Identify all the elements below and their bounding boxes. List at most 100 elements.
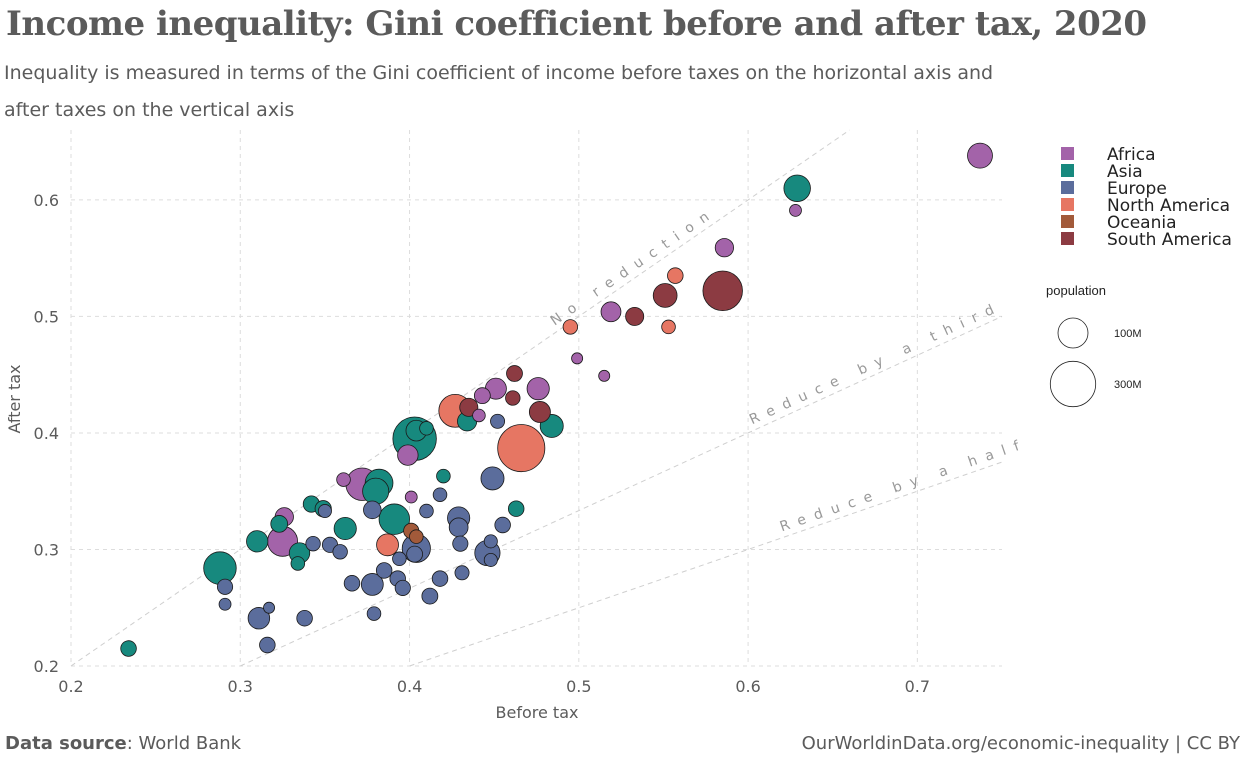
data-source: Data source: World Bank — [5, 733, 241, 754]
data-point — [406, 545, 424, 563]
data-point — [404, 490, 418, 504]
x-axis-label: Before tax — [496, 703, 579, 722]
legend-label: Europe — [1107, 179, 1167, 199]
grid-lines — [70, 130, 1002, 667]
data-point — [571, 352, 584, 365]
data-point — [419, 503, 434, 519]
data-source-label: Data source — [5, 733, 127, 754]
data-point — [263, 601, 275, 614]
data-point — [667, 267, 684, 284]
data-point — [397, 444, 419, 466]
legend-swatch — [1061, 232, 1074, 245]
data-point — [432, 487, 448, 502]
data-point — [247, 607, 271, 630]
y-tick-label: 0.3 — [34, 540, 59, 559]
data-point — [296, 610, 313, 627]
legend-label: Oceania — [1107, 213, 1177, 233]
data-point — [431, 570, 449, 587]
data-point — [305, 535, 321, 552]
data-point — [360, 573, 384, 596]
data-point — [528, 401, 551, 423]
y-tick-label: 0.6 — [34, 191, 59, 210]
data-point — [967, 142, 993, 169]
data-point — [526, 377, 550, 401]
data-point — [376, 533, 399, 557]
data-point — [562, 319, 579, 335]
data-point — [600, 301, 622, 323]
size-legend-circle — [1049, 360, 1097, 408]
data-point — [702, 270, 743, 311]
source-url[interactable]: OurWorldinData.org/economic-inequality |… — [801, 733, 1240, 754]
chart-title: Income inequality: Gini coefficient befo… — [6, 4, 1147, 44]
x-tick-label: 0.5 — [566, 677, 591, 696]
data-point — [661, 319, 676, 335]
data-point — [421, 587, 439, 605]
x-tick-label: 0.2 — [58, 677, 83, 696]
reference-line-label: Reduce by a third — [747, 298, 1005, 428]
legend-swatch — [1061, 164, 1074, 177]
axis-ticks: 0.2 0.3 0.4 0.5 0.6 0.7 0.2 0.3 0.4 0.5 0.6 — [34, 191, 931, 696]
size-legend-circle — [1057, 317, 1089, 349]
data-point — [246, 530, 269, 553]
data-point — [333, 516, 357, 541]
data-point — [448, 517, 469, 538]
data-point — [366, 606, 382, 621]
data-point — [598, 369, 611, 382]
size-legend-label: 100M — [1114, 328, 1142, 340]
data-point — [483, 534, 498, 549]
data-point — [494, 516, 511, 534]
data-point — [216, 578, 234, 595]
data-point — [452, 535, 469, 552]
data-point — [363, 500, 382, 520]
y-axis-label: After tax — [5, 364, 24, 433]
data-point — [375, 562, 393, 579]
data-point — [714, 238, 734, 258]
data-point — [343, 575, 361, 592]
data-point — [409, 529, 424, 544]
data-point — [203, 551, 237, 585]
legend-swatch — [1061, 198, 1074, 211]
data-point — [378, 503, 410, 535]
data-point — [218, 597, 232, 611]
legend-swatch — [1061, 181, 1074, 194]
data-point — [336, 472, 351, 487]
x-tick-label: 0.6 — [735, 677, 760, 696]
size-legend: population 100M 300M — [1046, 283, 1142, 408]
data-point — [472, 408, 486, 423]
data-point — [480, 466, 505, 491]
data-point — [490, 413, 506, 429]
data-point — [497, 424, 546, 473]
data-point — [783, 174, 811, 202]
data-point — [789, 204, 802, 217]
data-point — [507, 500, 525, 517]
reference-line — [240, 315, 1003, 667]
reference-line — [409, 461, 1003, 667]
data-point — [259, 636, 276, 654]
legend-swatch — [1061, 147, 1074, 160]
y-tick-label: 0.4 — [34, 424, 59, 443]
data-point — [120, 640, 137, 657]
data-point — [483, 552, 498, 567]
data-point — [625, 306, 645, 326]
data-points — [120, 142, 993, 657]
x-tick-label: 0.7 — [905, 677, 930, 696]
size-legend-label: 300M — [1114, 379, 1142, 391]
legend-label: South America — [1107, 230, 1232, 250]
legend-swatch — [1061, 215, 1074, 228]
data-point — [436, 468, 451, 484]
data-point — [332, 544, 348, 560]
size-legend-title: population — [1046, 283, 1106, 298]
data-point — [419, 421, 434, 436]
data-point — [394, 579, 411, 596]
data-point — [454, 565, 470, 581]
legend-label: North America — [1107, 196, 1230, 216]
data-point — [270, 515, 289, 533]
chart-subtitle: Inequality is measured in terms of the G… — [4, 62, 994, 121]
legend-label: Africa — [1107, 145, 1156, 165]
data-point — [473, 387, 491, 405]
data-point — [317, 504, 332, 519]
y-tick-label: 0.5 — [34, 307, 59, 326]
